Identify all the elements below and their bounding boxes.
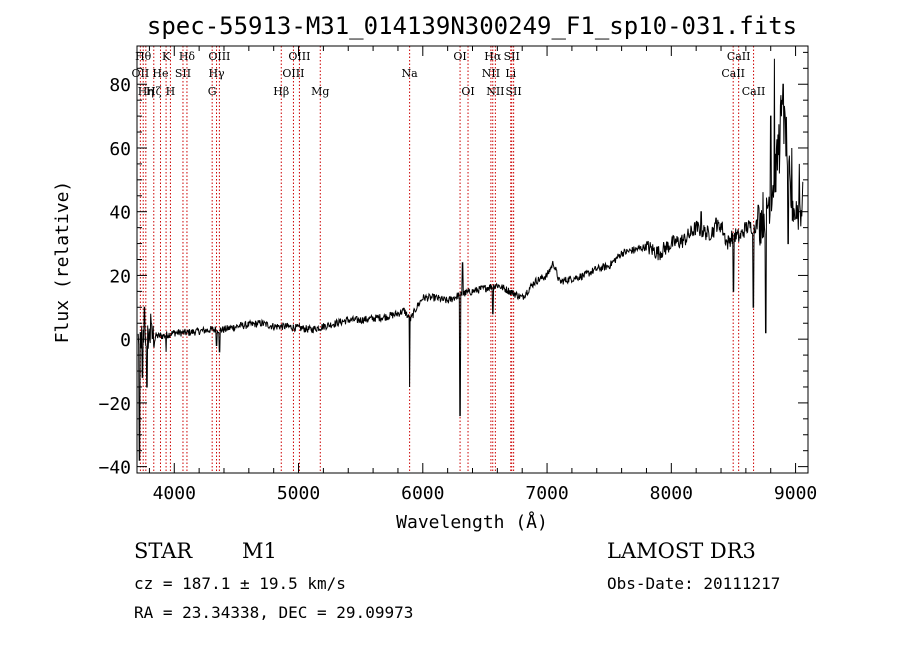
object-subclass: M1	[242, 539, 277, 563]
line-label-1: OII	[131, 67, 149, 80]
x-tick-label-0: 4000	[153, 483, 196, 504]
line-label-9: OIII	[208, 50, 230, 63]
line-label-19: Hα	[484, 50, 502, 63]
emission-line-markers	[139, 46, 755, 473]
line-label-8: Hδ	[179, 50, 196, 63]
x-tick-label-5: 9000	[774, 483, 817, 504]
survey-name: LAMOST DR3	[607, 539, 756, 563]
x-tick-label-4: 8000	[650, 483, 693, 504]
line-label-11: G	[208, 85, 217, 98]
y-tick-label-6: 80	[109, 75, 131, 96]
line-label-15: Mg	[311, 85, 329, 98]
line-label-10: Hγ	[208, 67, 225, 80]
x-tick-label-2: 6000	[401, 483, 444, 504]
line-label-0: Hθ	[135, 50, 152, 63]
line-label-12: Hβ	[273, 85, 289, 98]
line-label-3: He	[152, 67, 168, 80]
line-label-18: OI	[461, 85, 474, 98]
line-label-4: Hζ	[146, 85, 162, 98]
x-axis-label: Wavelength (Å)	[396, 511, 548, 533]
line-label-26: CaII	[721, 67, 745, 80]
line-label-23: Li	[505, 67, 516, 80]
y-tick-label-1: −20	[98, 394, 131, 415]
line-label-17: OI	[453, 50, 466, 63]
line-label-7: SII	[175, 67, 191, 80]
line-label-22: SII	[504, 50, 520, 63]
line-label-20: NII	[482, 67, 500, 80]
coordinates: RA = 23.34338, DEC = 29.09973	[134, 603, 414, 622]
line-label-16: Na	[402, 67, 419, 80]
line-label-21: NII	[486, 85, 504, 98]
y-tick-label-4: 40	[109, 203, 131, 224]
line-label-24: SII	[506, 85, 522, 98]
spectrum-line	[137, 58, 804, 461]
y-axis-label: Flux (relative)	[52, 181, 73, 344]
line-label-13: OIII	[288, 50, 310, 63]
line-label-27: CaII	[742, 85, 766, 98]
emission-line-labels: Hθ OII Hη He Hζ K H SII Hδ OIII Hγ G Hβ OIII OIII Mg Na O…	[131, 50, 765, 98]
line-label-25: CaII	[727, 50, 751, 63]
line-label-2: Hη	[138, 85, 154, 98]
x-tick-label-1: 5000	[277, 483, 320, 504]
y-tick-label-0: −40	[98, 458, 131, 479]
x-tick-label-3: 7000	[525, 483, 568, 504]
plot-frame	[136, 45, 809, 474]
observation-date: Obs-Date: 20111217	[607, 574, 781, 593]
line-label-6: H	[166, 85, 176, 98]
object-class: STAR	[134, 539, 193, 563]
chart-title: spec-55913-M31_014139N300249_F1_sp10-031…	[147, 12, 797, 40]
y-tick-label-5: 60	[109, 139, 131, 160]
y-tick-label-3: 20	[109, 266, 131, 287]
line-label-5: K	[162, 50, 171, 63]
axis-ticks: 4000 5000 6000 7000 8000 9000 −40 −20 0 20 40 60 80	[98, 46, 817, 504]
redshift-velocity: cz = 187.1 ± 19.5 km/s	[134, 574, 346, 593]
y-tick-label-2: 0	[120, 330, 131, 351]
line-label-14: OIII	[282, 67, 304, 80]
